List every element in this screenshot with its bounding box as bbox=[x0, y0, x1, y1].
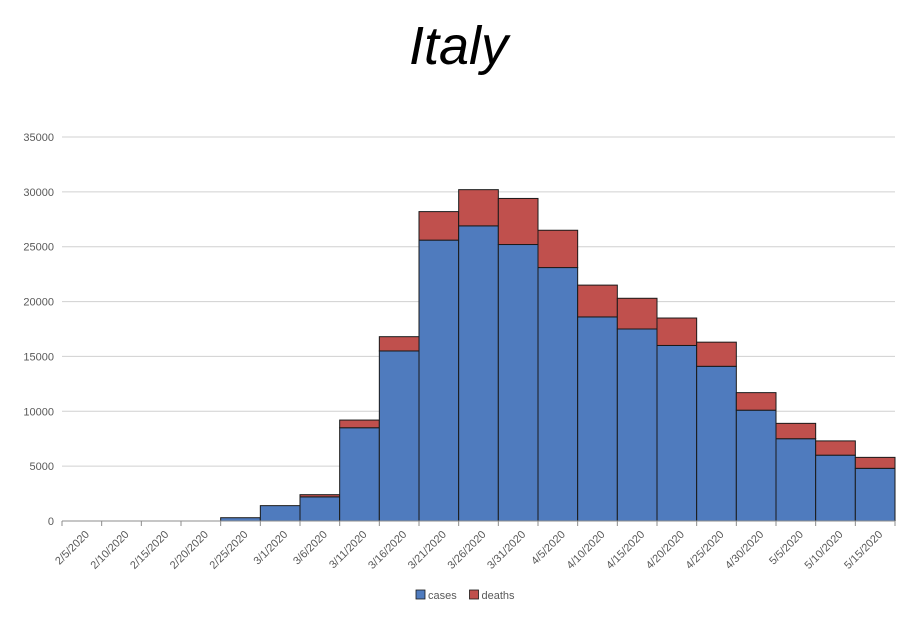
bar-cases bbox=[735, 409, 777, 522]
x-tick-label: 3/6/2020 bbox=[291, 529, 330, 568]
x-tick-label: 2/25/2020 bbox=[208, 529, 251, 572]
x-tick-label: 2/20/2020 bbox=[168, 529, 211, 572]
bar-cases bbox=[696, 365, 737, 522]
x-tick-label: 4/30/2020 bbox=[723, 529, 766, 572]
bar-cases bbox=[299, 496, 341, 522]
bar-deaths bbox=[378, 336, 420, 352]
bar-deaths bbox=[299, 494, 341, 498]
x-tick-label: 3/26/2020 bbox=[446, 529, 489, 572]
bar-deaths bbox=[458, 189, 499, 227]
bar-cases bbox=[854, 467, 896, 522]
y-tick-label: 5000 bbox=[30, 461, 54, 473]
bar-deaths bbox=[497, 197, 539, 246]
bar-deaths bbox=[775, 422, 817, 440]
bar-cases bbox=[339, 427, 380, 522]
bar-cases bbox=[577, 316, 618, 522]
bar-deaths bbox=[696, 341, 737, 367]
x-tick-label: 5/5/2020 bbox=[767, 529, 806, 568]
bar-cases bbox=[378, 350, 420, 522]
x-tick-label: 2/10/2020 bbox=[89, 529, 132, 572]
x-tick-label: 3/21/2020 bbox=[406, 529, 449, 572]
bar-cases bbox=[656, 344, 698, 522]
bar-deaths bbox=[815, 440, 856, 456]
bar-cases bbox=[537, 267, 579, 522]
legend-label-cases: cases bbox=[428, 590, 457, 602]
x-tick-label: 4/20/2020 bbox=[644, 529, 687, 572]
x-tick-label: 5/10/2020 bbox=[803, 529, 846, 572]
bar-deaths bbox=[339, 419, 380, 429]
x-tick-label: 4/5/2020 bbox=[529, 529, 568, 568]
bar-deaths bbox=[854, 456, 896, 469]
bar-deaths bbox=[616, 297, 658, 330]
bar-cases bbox=[458, 225, 499, 522]
bar-deaths bbox=[577, 284, 618, 318]
x-tick-label: 3/11/2020 bbox=[327, 529, 370, 572]
legend-label-deaths: deaths bbox=[482, 590, 516, 602]
x-tick-label: 3/31/2020 bbox=[485, 529, 528, 572]
x-tick-label: 2/5/2020 bbox=[53, 529, 92, 568]
legend: cases deaths bbox=[415, 589, 516, 602]
y-tick-label: 30000 bbox=[23, 187, 54, 199]
bar-cases bbox=[259, 505, 301, 522]
x-tick-label: 4/10/2020 bbox=[565, 529, 608, 572]
bars bbox=[220, 189, 896, 522]
x-tick-label: 4/15/2020 bbox=[604, 529, 647, 572]
bar-cases bbox=[616, 328, 658, 522]
bar-deaths bbox=[735, 392, 777, 411]
x-axis bbox=[61, 520, 896, 526]
x-tick-label: 4/25/2020 bbox=[684, 529, 727, 572]
y-tick-label: 0 bbox=[48, 516, 54, 528]
bar-cases bbox=[497, 244, 539, 522]
x-tick-label: 5/15/2020 bbox=[842, 529, 885, 572]
bar-deaths bbox=[656, 317, 698, 346]
x-tick-label: 2/15/2020 bbox=[128, 529, 171, 572]
x-tick-label: 3/16/2020 bbox=[366, 529, 409, 572]
bar-cases bbox=[418, 239, 460, 522]
bar-deaths bbox=[537, 229, 579, 269]
x-tick-label: 3/1/2020 bbox=[252, 529, 291, 568]
legend-swatch-cases bbox=[415, 589, 426, 600]
bar-cases bbox=[815, 454, 856, 522]
chart-title: Italy bbox=[408, 16, 509, 76]
bar-cases bbox=[775, 438, 817, 522]
x-axis-ticks: 2/5/20202/10/20202/15/20202/20/20202/25/… bbox=[53, 529, 885, 572]
y-tick-label: 20000 bbox=[23, 297, 54, 309]
y-tick-label: 15000 bbox=[23, 351, 54, 363]
y-axis-ticks: 0 5000 10000 15000 20000 25000 30000 35000 bbox=[23, 132, 54, 528]
legend-swatch-deaths bbox=[469, 589, 479, 600]
y-tick-label: 10000 bbox=[23, 406, 54, 418]
bar-deaths bbox=[418, 211, 460, 241]
y-tick-label: 25000 bbox=[23, 242, 54, 254]
y-tick-label: 35000 bbox=[23, 132, 54, 144]
